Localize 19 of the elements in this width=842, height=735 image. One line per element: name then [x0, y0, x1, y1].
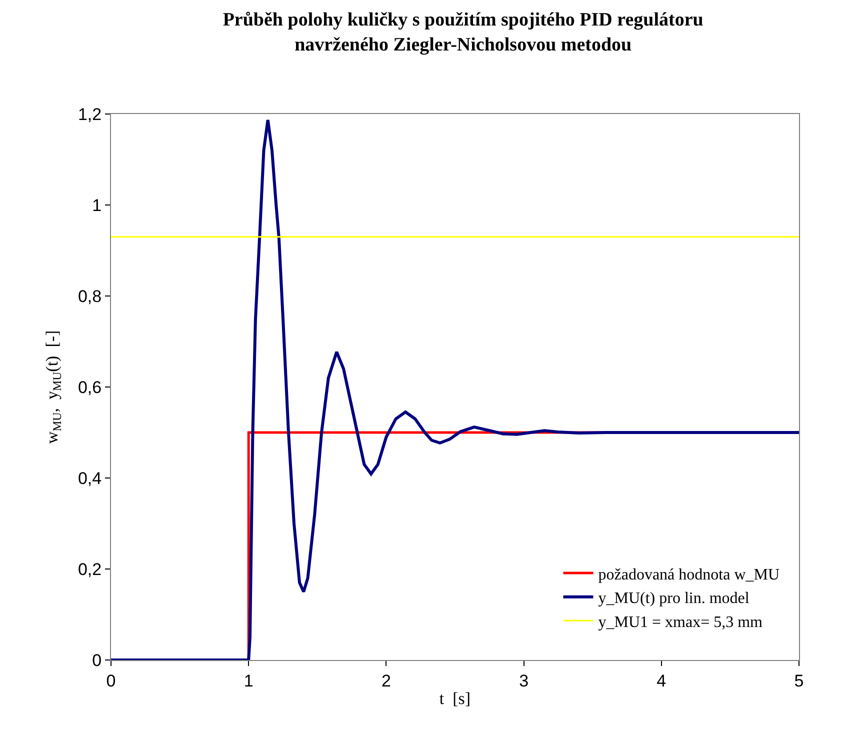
x-tick-label: 2 — [381, 671, 391, 690]
legend-label: y_MU(t) pro lin. model — [598, 590, 750, 608]
y-tick-label: 0,6 — [78, 378, 102, 397]
legend-label: y_MU1 = xmax= 5,3 mm — [598, 614, 764, 631]
x-tick-label: 1 — [244, 671, 254, 690]
y-tick-label: 1,2 — [78, 104, 102, 124]
y-tick-label: 0,8 — [78, 286, 102, 306]
legend-label: požadovaná hodnota w_MU — [598, 566, 780, 584]
x-tick-label: 5 — [794, 671, 804, 690]
y-tick-label: 1 — [92, 196, 102, 215]
chart-title: Průběh polohy kuličky s použitím spojitého PID regulátoru navrženého Ziegler-Nicholsovou metodou — [222, 10, 704, 56]
line-series — [111, 118, 799, 660]
y-tick-label: 0 — [92, 650, 102, 670]
x-tick-label: 0 — [106, 671, 116, 690]
y-tick-label: 0,4 — [78, 468, 102, 488]
x-tick-label: 3 — [519, 671, 529, 690]
x-tick-label: 4 — [656, 671, 666, 690]
y-tick-label: 0,2 — [78, 560, 102, 579]
x-axis-title: t [s] — [439, 688, 471, 708]
